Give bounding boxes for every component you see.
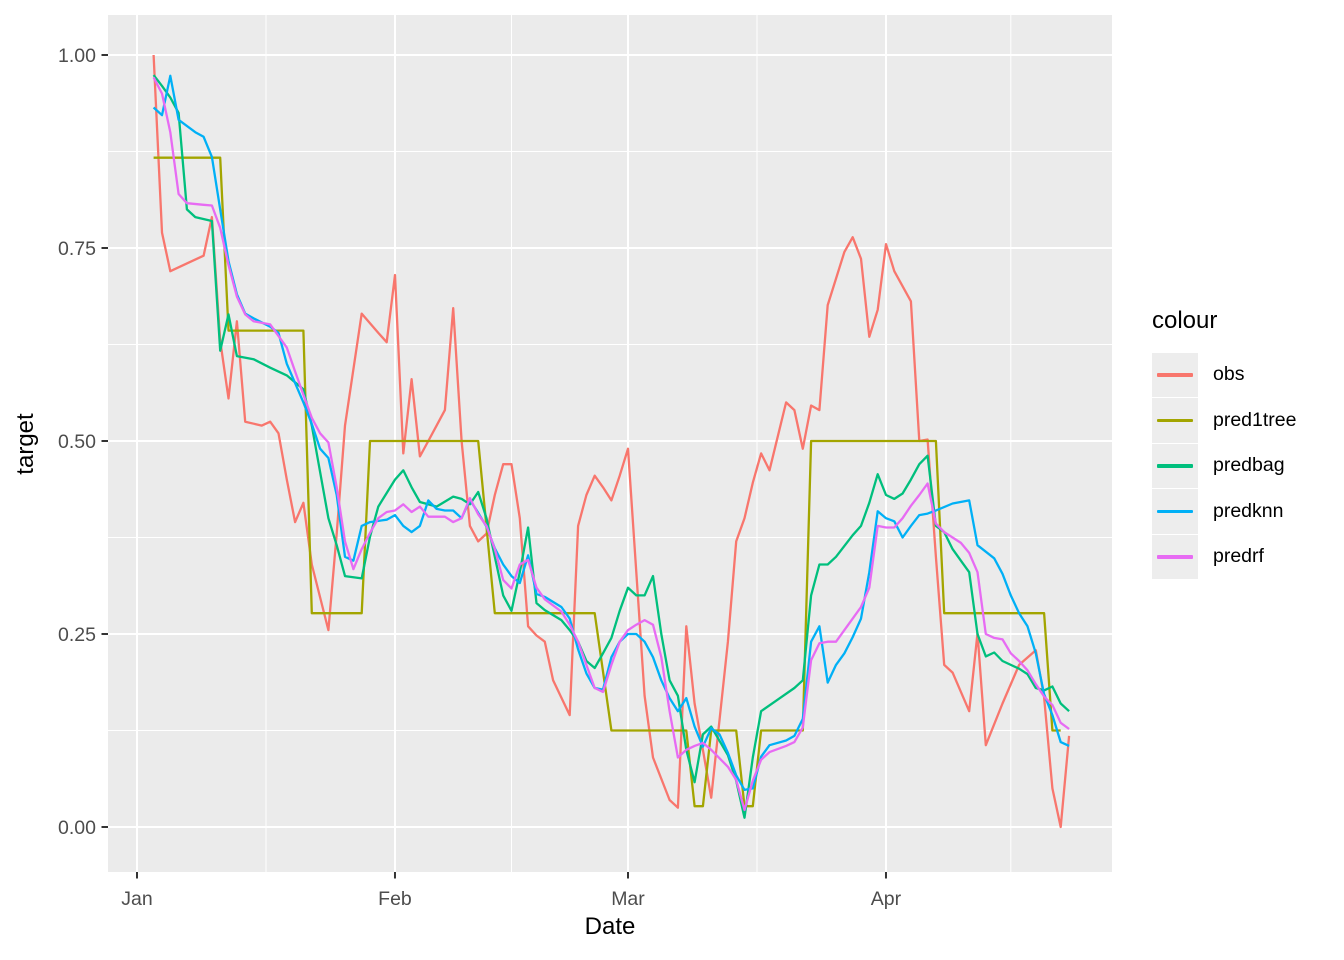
legend-swatch-line-obs	[1157, 373, 1193, 377]
y-tick-label-1.00: 1.00	[58, 45, 96, 67]
legend-swatch-line-pred1tree	[1157, 418, 1193, 422]
legend-label-obs: obs	[1213, 363, 1245, 386]
y-tick-label-0.50: 0.50	[58, 431, 96, 453]
legend-label-predbag: predbag	[1213, 454, 1285, 477]
series-line-predrf	[152, 76, 1070, 812]
y-tick-label-0.25: 0.25	[58, 624, 96, 646]
x-tick-label-Feb: Feb	[378, 888, 412, 910]
x-axis-title: Date	[584, 913, 636, 940]
legend-key-pred1tree	[1152, 398, 1198, 443]
x-tick-label-Mar: Mar	[611, 888, 645, 910]
legend-item-obs: obs	[1152, 352, 1296, 398]
legend-title: colour	[1152, 307, 1218, 334]
legend-key-predbag	[1152, 443, 1198, 488]
x-tick-label-Jan: Jan	[121, 888, 152, 910]
y-tick-label-0.00: 0.00	[58, 817, 96, 839]
plot-panel	[108, 15, 1112, 872]
x-tick-label-Apr: Apr	[871, 888, 902, 910]
legend-swatch-line-predknn	[1157, 509, 1193, 513]
legend-item-predbag: predbag	[1152, 443, 1296, 489]
legend-key-predknn	[1152, 489, 1198, 534]
legend-items: obs pred1tree predbag predknn predrf	[1152, 352, 1296, 580]
legend-item-pred1tree: pred1tree	[1152, 398, 1296, 444]
legend-key-obs	[1152, 352, 1198, 397]
y-axis-title: target	[12, 413, 39, 475]
legend-label-predrf: predrf	[1213, 545, 1264, 568]
y-tick-label-0.75: 0.75	[58, 238, 96, 260]
series-line-pred1tree	[153, 156, 1061, 808]
legend-swatch-line-predrf	[1157, 555, 1193, 559]
series-line-predknn	[152, 74, 1070, 792]
legend-label-predknn: predknn	[1213, 499, 1284, 522]
series-line-predbag	[152, 74, 1070, 819]
legend-key-predrf	[1152, 534, 1198, 579]
legend-label-pred1tree: pred1tree	[1213, 408, 1297, 431]
legend-item-predknn: predknn	[1152, 489, 1296, 535]
legend-item-predrf: predrf	[1152, 534, 1296, 580]
legend-swatch-line-predbag	[1157, 464, 1193, 468]
legend: colour obs pred1tree predbag predknn predrf	[1152, 307, 1296, 580]
